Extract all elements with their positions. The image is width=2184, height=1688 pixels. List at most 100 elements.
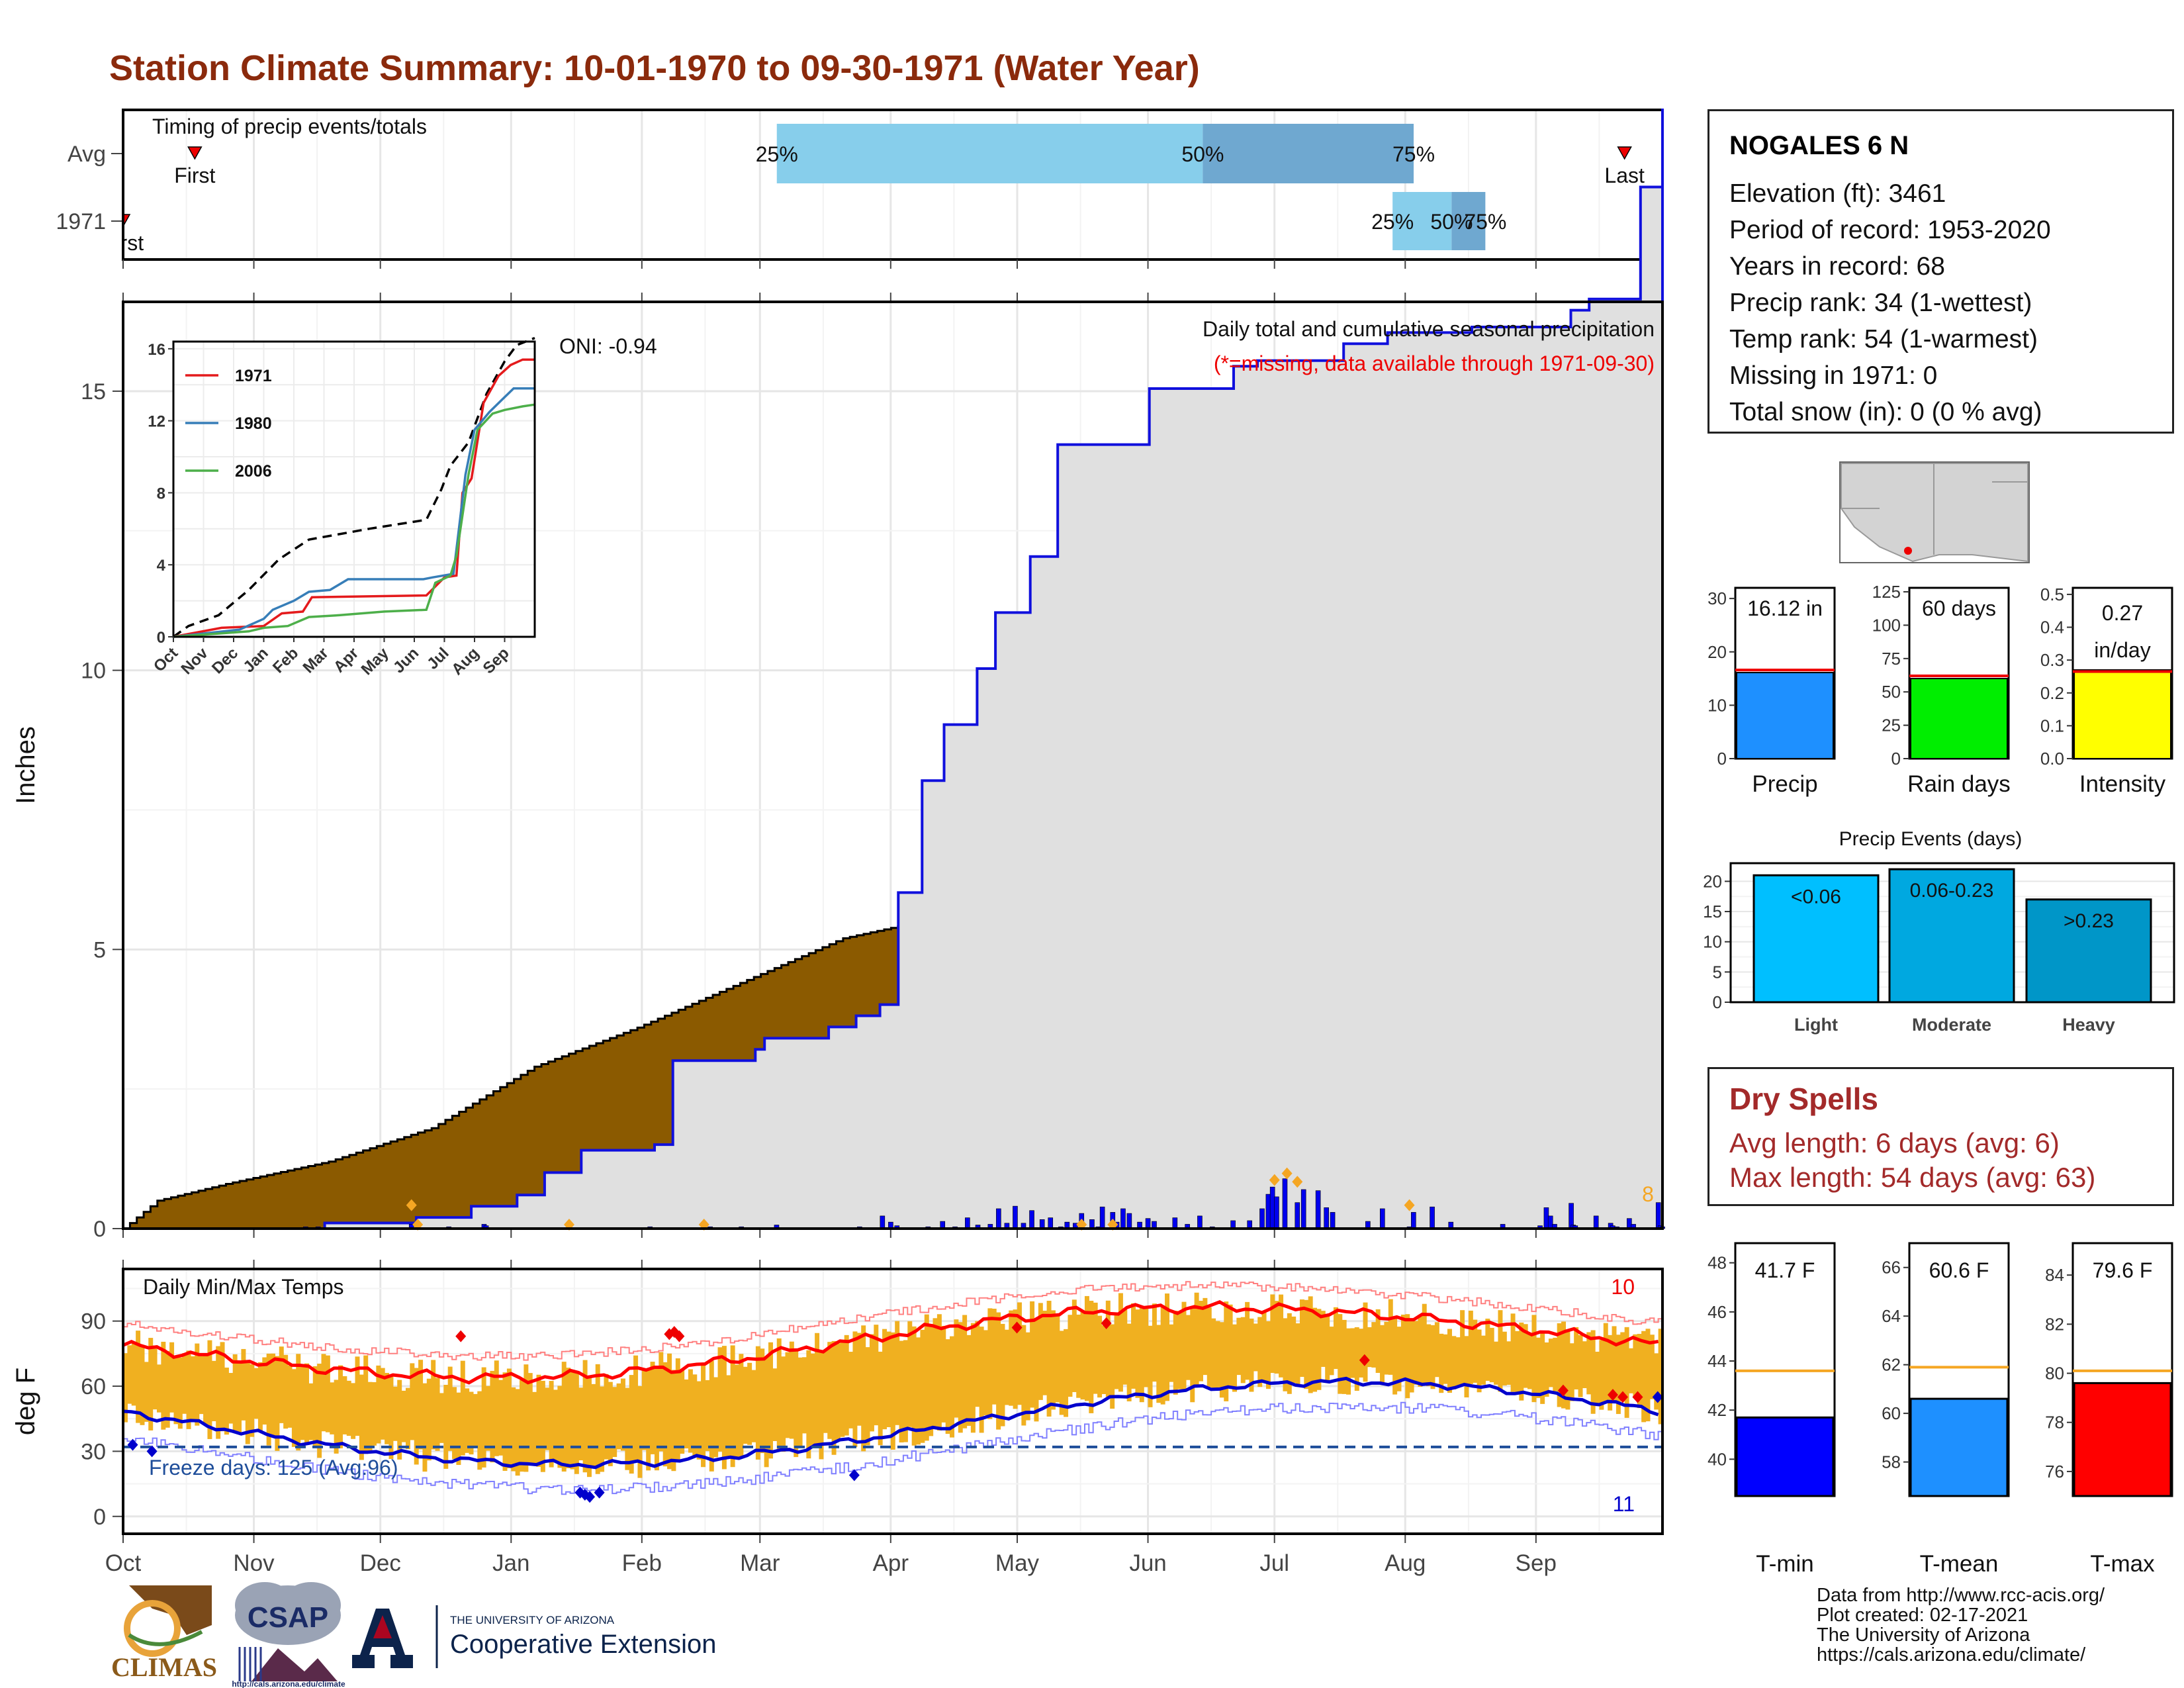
daily-temp-bar [1426,1324,1432,1387]
daily-temp-bar [1624,1327,1629,1418]
stat-bar-tick-label: 100 [1872,615,1901,635]
inset-y-tick-label: 0 [157,629,165,647]
daily-temp-bar [684,1379,689,1449]
stat-bar-value-unit: in/day [2094,638,2150,662]
daily-temp-bar [861,1325,866,1452]
stat-bar-tick-label: 75 [1882,649,1901,669]
daily-precip-bar [1099,1206,1105,1229]
daily-temp-bar [1434,1322,1439,1378]
daily-temp-bar [169,1342,175,1413]
temp-stat-tick-label: 82 [2045,1314,2064,1334]
temp-panel-border [122,1268,1664,1535]
events-bar [2025,898,2152,1004]
daily-temp-bar [1338,1314,1343,1394]
climas-logo-swoosh [128,1630,203,1646]
daily-temp-bar [958,1322,963,1433]
events-category-label: Moderate [1912,1015,1991,1035]
events-y-tick-label: 10 [1703,932,1722,952]
dry-spells-box: Dry Spells Avg length: 6 days (avg: 6) M… [1707,1067,2174,1206]
daily-temp-bar [1510,1313,1516,1392]
daily-temp-bar [186,1350,191,1429]
daily-temp-bar [785,1352,790,1438]
daily-temp-bar [266,1353,271,1446]
daily-temp-bar [376,1365,381,1444]
daily-temp-bar [359,1374,364,1460]
daily-temp-bar [1004,1329,1009,1405]
daily-precip-bar [965,1217,970,1229]
daily-temp-bar [1548,1338,1553,1387]
footer-line-created: Plot created: 02-17-2021 [1817,1605,2028,1626]
daily-temp-bar [1544,1342,1549,1397]
inset-line-1980 [173,387,535,638]
station-elevation: Elevation (ft): 3461 [1729,179,1946,208]
daily-temp-bar [831,1340,837,1455]
daily-temp-bar [1068,1315,1073,1397]
daily-temp-bar [1595,1351,1600,1407]
ua-logo-a-inner [373,1615,392,1638]
daily-temp-bar [1021,1325,1026,1426]
daily-temp-bar [190,1356,195,1422]
timing-row-label-front: 1971 [56,209,106,234]
daily-temp-bar [1089,1301,1094,1413]
daily-temp-bar [207,1340,212,1439]
daily-temp-bar [1156,1325,1161,1403]
inset-legend-label: 1971 [235,367,272,385]
inset-y-tick-label: 16 [148,341,165,359]
daily-temp-bar [1342,1319,1347,1394]
daily-temp-bar [1649,1335,1655,1399]
daily-temp-bar [1468,1310,1473,1384]
daily-temp-bar [692,1374,698,1457]
daily-temp-bar [1422,1303,1427,1383]
daily-temp-bar [262,1357,267,1425]
daily-temp-bar [760,1348,765,1454]
daily-precip-bar [1543,1207,1549,1229]
daily-temp-bars [123,1292,1663,1478]
daily-temp-bar [1093,1302,1098,1394]
event-diamond [1269,1174,1280,1186]
daily-temp-bar [1641,1331,1647,1423]
daily-temp-bar [1185,1315,1191,1380]
daily-precip-bar [1300,1189,1306,1229]
temp-stat-tick-label: 46 [1707,1302,1727,1322]
temp-y-tick-label: 60 [81,1374,106,1399]
daily-temp-bar [1574,1327,1579,1389]
daily-precip-bar [1295,1202,1300,1229]
daily-temp-bar [561,1362,567,1472]
event-diamond [1404,1199,1415,1211]
daily-precip-bar [1655,1202,1661,1229]
daily-temp-bar [355,1356,360,1436]
inset-y-tick-label: 4 [157,557,166,575]
daily-precip-bar [1627,1218,1632,1229]
daily-temp-bar [1489,1327,1494,1383]
daily-temp-bar [941,1325,946,1423]
stat-bar-tick-label: 0.4 [2040,618,2064,637]
daily-temp-bar [899,1340,904,1443]
daily-temp-bar [1608,1335,1613,1411]
timing-quartile-bar-upper [1451,192,1486,250]
inset-y-tick-label: 12 [148,413,165,431]
daily-temp-bar [371,1382,377,1446]
daily-temp-bar [1561,1321,1567,1409]
temp-stat-tick-label: 42 [1707,1400,1727,1420]
daily-temp-bar [1325,1315,1330,1382]
daily-temp-bar [216,1346,221,1439]
daily-temp-bar [431,1360,436,1450]
daily-temp-bar [1359,1329,1364,1378]
daily-temp-bar [523,1364,529,1472]
daily-precip-bar [1330,1212,1336,1229]
daily-temp-bar [199,1356,204,1415]
daily-temp-bar [300,1364,305,1440]
daily-temp-bar [991,1308,997,1405]
daily-temp-bar [498,1380,504,1456]
daily-temp-bar [275,1356,280,1451]
daily-temp-bar [123,1353,128,1423]
daily-temp-bar [1590,1330,1596,1414]
daily-temp-bar [827,1342,833,1439]
daily-temp-bar [1506,1341,1512,1385]
daily-temp-bar [287,1365,293,1428]
temp-y-tick-label: 90 [81,1309,106,1335]
daily-temp-bar [237,1360,242,1432]
record-high-marker [455,1330,467,1342]
daily-temp-bar [620,1378,625,1451]
daily-temp-bar [312,1366,318,1448]
